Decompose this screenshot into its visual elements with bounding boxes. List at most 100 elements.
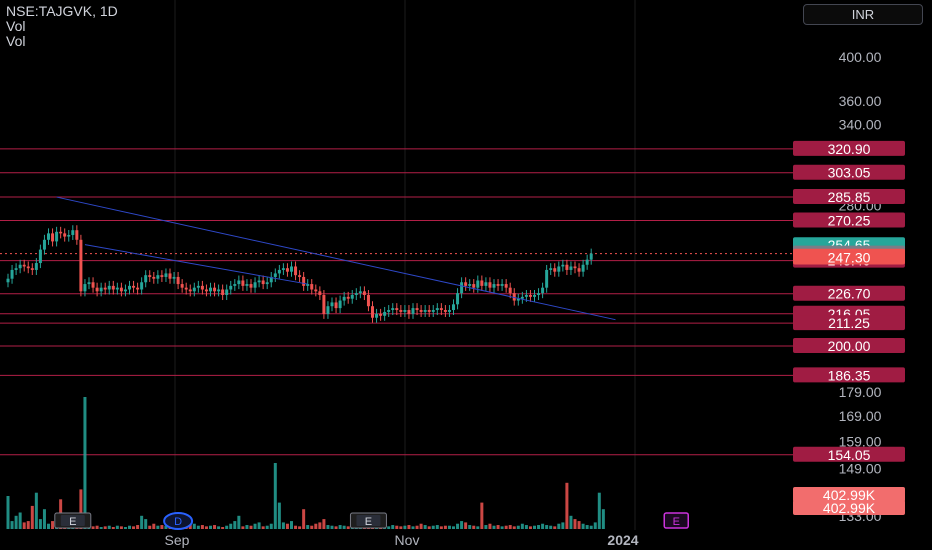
candle-body [107,285,111,290]
volume-bar [221,527,225,529]
volume-bar [91,526,95,529]
candle-body [30,268,34,270]
candle-body [67,234,71,237]
candle-body [460,282,464,294]
candle-body [496,284,500,286]
candle-body [306,284,310,286]
candle-body [342,296,346,301]
candle-body [423,310,427,312]
candle-body [472,284,476,288]
candle-body [257,280,261,283]
candle-body [14,268,18,270]
volume-badge-bg [793,487,905,502]
candle-body [22,264,26,267]
candle-body [103,287,107,290]
currency-button[interactable]: INR [803,4,923,25]
volume-bar [431,525,435,529]
trendlines[interactable] [56,196,616,321]
volume-bar [569,515,573,529]
price-axis[interactable]: 400.00360.00340.00280.00179.00169.00159.… [839,49,882,524]
time-axis-label: Nov [395,532,420,548]
volume-bar [512,526,516,529]
volume-bar [26,521,30,529]
volume-bar [516,525,520,529]
candle-body [435,308,439,311]
volume-bar [601,509,605,529]
candle-body [140,282,144,290]
volume-bar [111,527,115,529]
candle-body [310,284,314,290]
volume-badge: 402.99K [823,487,876,503]
candle-body [366,294,370,307]
volume-bar [302,509,306,529]
volume-bar [419,523,423,529]
volume-bar [269,523,273,529]
candle-body [111,285,115,290]
legend-vol-2[interactable]: Vol [6,33,26,49]
volume-badge: 402.99K [823,500,876,516]
candle-body [330,302,334,307]
price-badge-bg [793,249,905,265]
candle-body [200,285,204,290]
candle-body [557,266,561,272]
candle-body [302,276,306,286]
candle-body [585,259,589,265]
candle-body [233,284,237,286]
volume-bar [95,525,99,529]
candle-body [217,289,221,292]
volume-bar [204,526,208,529]
volume-bar [123,527,127,529]
volume-bar [192,523,196,529]
dividend-marker [163,512,194,530]
candle-body [261,280,265,285]
candle-body [34,263,38,270]
volume-bar [403,525,407,529]
price-tick-label: 169.00 [839,408,882,424]
candle-body [184,287,188,290]
level-label: 226.70 [828,286,871,302]
legend-vol-1[interactable]: Vol [6,18,26,34]
candle-body [411,308,415,314]
earnings-marker-inner [356,515,381,526]
volume-bar [573,519,577,529]
candle-body [537,293,541,295]
volume-bar [318,522,322,529]
volume-bar [496,525,500,529]
volume-bar [528,526,532,529]
volume-bar [423,525,427,529]
symbol-title[interactable]: NSE:TAJGVK, 1D [6,3,118,19]
candle-body [192,287,196,292]
volume-bar [30,505,34,529]
volume-bar [107,525,111,529]
candle-body [383,311,387,316]
volume-bar [480,502,484,529]
candle-body [354,293,358,295]
volume-bar [249,525,253,529]
volume-bar [128,525,131,529]
volume-bar [443,525,447,529]
volume-bar [577,521,581,529]
candle-body [55,231,59,242]
candle-body [26,266,30,269]
volume-bar [306,525,310,529]
volume-bar [447,525,451,529]
volume-bar [209,525,212,529]
volume-bar [6,496,10,529]
candle-body [51,233,55,242]
candle-body [75,230,79,240]
candle-body [403,310,407,312]
volume-bar [464,522,468,529]
volume-bar [277,502,281,529]
time-axis[interactable]: Sep Nov 2024 [165,532,639,548]
volume-bar [196,525,200,529]
volume-bar [561,522,565,529]
volume-bar [229,523,233,529]
volume-bar [460,521,464,529]
candle-body [395,308,399,311]
candle-body [350,294,354,299]
candle-body [87,282,91,285]
volume-bars [6,397,605,529]
level-label-bg [793,212,905,228]
